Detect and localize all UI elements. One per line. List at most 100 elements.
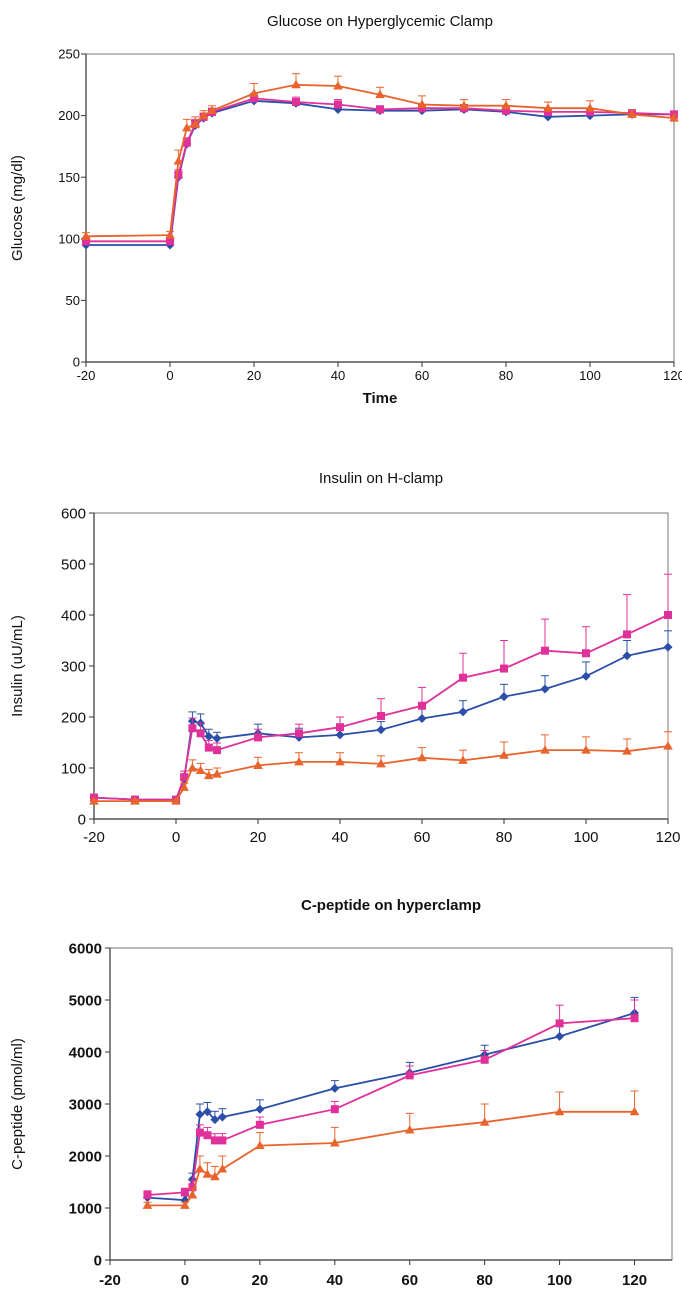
chart-title: Glucose on Hyperglycemic Clamp <box>267 13 493 30</box>
data-point-triangle <box>173 156 184 165</box>
data-point-triangle <box>255 1140 265 1150</box>
data-point-triangle <box>212 769 222 778</box>
data-point-triangle <box>459 100 469 110</box>
data-point-triangle <box>458 755 468 764</box>
data-point-diamond <box>499 692 509 702</box>
data-point-square <box>544 107 552 116</box>
cpeptide-chart-panel: C-peptide on hyperclamp 0 1000 2000 3000 4000… <box>0 870 682 1303</box>
y-tick-label: 200 <box>61 709 86 726</box>
data-point-square <box>586 107 594 116</box>
glucose-chart: Glucose on Hyperglycemic Clamp 0 50 100 150 2… <box>9 13 682 407</box>
x-tick-label: 80 <box>496 829 513 846</box>
data-point-triangle <box>294 756 304 766</box>
data-point-triangle <box>171 796 181 805</box>
data-point-diamond <box>376 725 386 735</box>
data-point-square <box>188 1183 197 1192</box>
data-point-triangle <box>217 1164 228 1173</box>
x-tick-label: 20 <box>250 829 267 846</box>
data-point-triangle <box>249 88 259 97</box>
data-point-triangle <box>581 745 591 754</box>
data-point-triangle <box>89 796 99 805</box>
data-point-triangle <box>207 105 217 115</box>
x-tick-label: 100 <box>579 368 601 383</box>
chart-title: C-peptide on hyperclamp <box>301 897 481 914</box>
data-point-triangle <box>499 750 509 759</box>
x-tick-label: 100 <box>573 829 598 846</box>
y-tick-label: 100 <box>61 760 86 777</box>
data-point-square <box>166 237 174 246</box>
x-tick-label: 120 <box>655 829 680 846</box>
x-tick-label: 40 <box>332 829 349 846</box>
x-tick-label: 0 <box>172 829 180 846</box>
series-triangle <box>89 731 673 805</box>
y-tick-label: 0 <box>94 1252 102 1269</box>
data-point-triangle <box>187 1190 198 1199</box>
data-point-square <box>377 711 385 720</box>
y-tick-label: 150 <box>58 170 80 185</box>
y-tick-label: 3000 <box>69 1096 102 1113</box>
data-point-square <box>582 649 590 658</box>
data-point-square <box>295 729 303 738</box>
data-point-square <box>195 1128 204 1137</box>
data-point-square <box>418 701 426 710</box>
data-point-square <box>188 724 197 733</box>
series-line <box>86 97 675 243</box>
plot-area <box>93 512 669 820</box>
data-point-triangle <box>180 1200 190 1209</box>
data-point-square <box>254 733 262 742</box>
data-point-diamond <box>335 730 345 740</box>
data-point-square <box>500 664 508 673</box>
data-point-diamond <box>581 671 591 681</box>
series-triangle <box>81 73 679 240</box>
y-tick-label: 250 <box>58 47 80 62</box>
data-point-square <box>292 98 300 107</box>
data-point-triangle <box>417 99 427 109</box>
data-point-square <box>182 138 191 147</box>
y-axis-label: Insulin (uU/mL) <box>9 615 26 717</box>
data-point-square <box>541 646 549 655</box>
glucose-chart-panel: Glucose on Hyperglycemic Clamp 0 50 100 150 2… <box>0 0 682 410</box>
x-tick-label: -20 <box>99 1272 121 1289</box>
data-point-diamond <box>195 1109 205 1119</box>
chart-title: Insulin on H-clamp <box>319 470 443 487</box>
data-point-square <box>203 1131 212 1140</box>
data-point-square <box>210 1136 219 1145</box>
series-square <box>90 573 672 804</box>
data-point-square <box>664 611 672 619</box>
x-tick-label: 60 <box>414 829 431 846</box>
y-tick-label: 400 <box>61 607 86 624</box>
x-tick-label: 120 <box>622 1272 647 1289</box>
data-point-diamond <box>417 714 427 724</box>
y-tick-label: 500 <box>61 556 86 573</box>
y-tick-label: 300 <box>61 658 86 675</box>
y-tick-label: 1000 <box>69 1200 102 1217</box>
series-line <box>85 83 675 238</box>
data-point-square <box>143 1191 152 1199</box>
x-tick-label: -20 <box>77 368 96 383</box>
data-point-square <box>502 106 510 115</box>
data-point-square <box>204 743 213 752</box>
data-point-triangle <box>333 81 343 90</box>
data-point-triangle <box>335 756 345 766</box>
data-point-triangle <box>543 103 553 112</box>
data-point-diamond <box>663 642 673 652</box>
y-tick-label: 600 <box>61 505 86 522</box>
data-point-square <box>405 1071 414 1080</box>
data-point-square <box>376 105 384 114</box>
data-point-triangle <box>182 122 192 132</box>
y-tick-label: 2000 <box>69 1148 102 1165</box>
data-point-square <box>336 723 344 732</box>
x-tick-label: 20 <box>252 1272 269 1289</box>
data-point-triangle <box>210 1171 220 1181</box>
data-point-triangle <box>179 782 189 791</box>
data-point-square <box>623 630 631 639</box>
plot-area <box>109 947 673 1261</box>
x-tick-label: 40 <box>326 1272 343 1289</box>
data-point-triangle <box>198 110 209 120</box>
x-tick-label: 80 <box>499 368 513 383</box>
data-point-square <box>630 1014 639 1023</box>
x-tick-label: 60 <box>415 368 429 383</box>
data-point-triangle <box>585 103 595 112</box>
data-point-triangle <box>622 746 632 755</box>
data-point-diamond <box>210 1115 220 1125</box>
